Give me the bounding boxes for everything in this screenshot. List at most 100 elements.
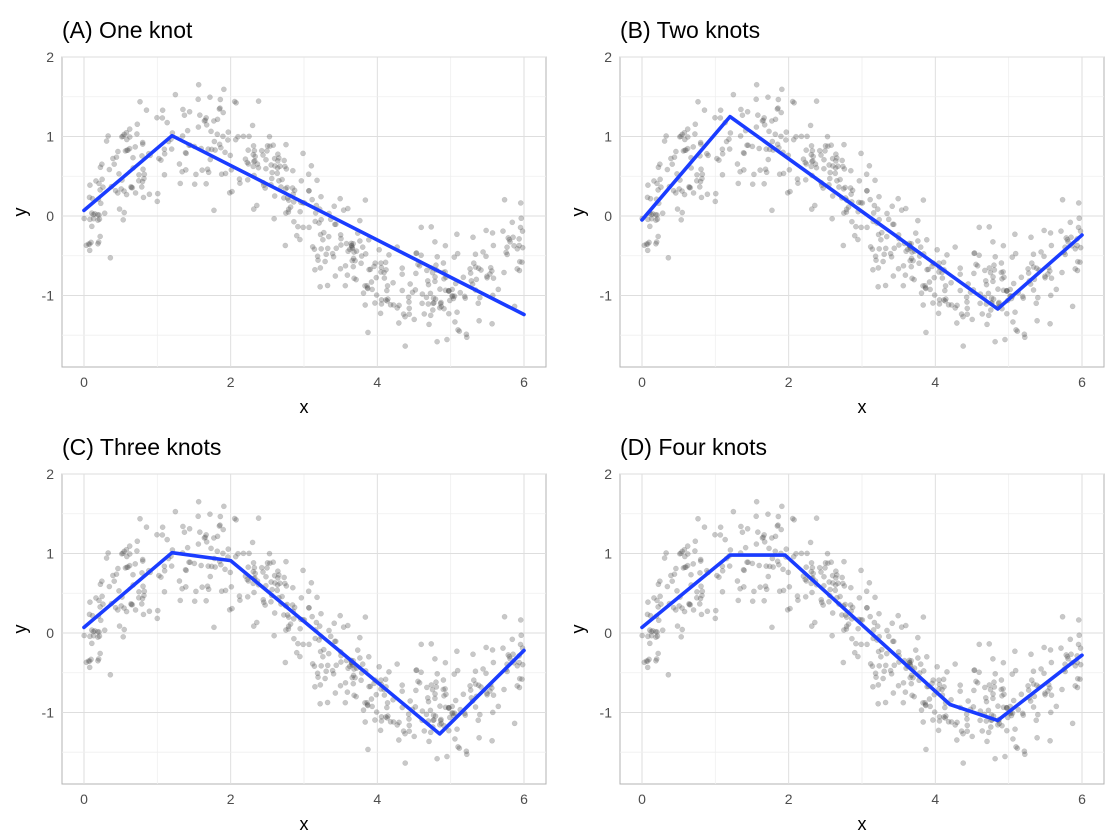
data-point	[1012, 648, 1018, 655]
data-point	[653, 239, 660, 245]
data-point	[298, 594, 305, 601]
data-point	[864, 604, 870, 611]
data-point	[454, 231, 460, 238]
data-point	[908, 255, 915, 262]
data-point	[240, 550, 247, 557]
data-point	[87, 182, 93, 188]
data-point	[250, 142, 257, 149]
data-point	[454, 667, 461, 674]
data-point	[696, 184, 703, 190]
data-point	[1053, 703, 1060, 710]
data-point	[917, 244, 924, 250]
data-point	[181, 112, 188, 119]
data-point	[154, 607, 161, 614]
data-point	[754, 112, 761, 118]
data-point	[519, 244, 526, 251]
x-tick-label: 6	[1078, 791, 1086, 807]
data-point	[889, 221, 896, 228]
data-point	[990, 238, 996, 245]
data-point	[353, 276, 359, 283]
data-point	[476, 317, 482, 324]
data-point	[217, 513, 224, 520]
data-point	[126, 562, 133, 569]
data-point	[516, 675, 523, 682]
data-point	[456, 745, 463, 752]
data-point	[329, 667, 336, 674]
data-point	[1072, 266, 1079, 272]
data-point	[671, 154, 678, 161]
data-point	[1007, 286, 1014, 293]
data-point	[1010, 697, 1017, 704]
data-point	[291, 187, 298, 194]
data-point	[107, 671, 114, 678]
data-point	[172, 91, 179, 98]
data-point	[890, 221, 897, 228]
data-point	[324, 662, 331, 669]
data-point	[945, 301, 952, 308]
data-point	[969, 733, 976, 740]
data-point	[653, 217, 659, 224]
data-point	[382, 714, 389, 720]
data-point	[436, 721, 443, 728]
data-point	[690, 190, 697, 196]
data-point	[275, 572, 282, 578]
data-point	[351, 666, 357, 672]
y-tick-label: -1	[600, 704, 613, 720]
data-point	[330, 253, 337, 260]
data-point	[1059, 686, 1065, 693]
data-point	[309, 243, 316, 250]
data-point	[366, 683, 372, 690]
data-point	[964, 728, 971, 735]
data-point	[717, 532, 724, 538]
data-point	[126, 145, 133, 152]
data-point	[161, 563, 168, 570]
data-point	[856, 177, 863, 184]
data-point	[944, 669, 950, 675]
data-point	[876, 245, 883, 252]
data-point	[378, 269, 384, 275]
data-point	[853, 223, 859, 230]
data-point	[686, 600, 692, 607]
data-point	[126, 551, 133, 557]
data-point	[833, 572, 840, 578]
data-point	[406, 716, 412, 722]
data-point	[177, 180, 184, 187]
data-point	[161, 171, 168, 178]
data-point	[753, 498, 760, 505]
data-point	[168, 563, 175, 569]
data-point	[427, 290, 434, 297]
data-point	[915, 238, 921, 244]
data-point	[898, 207, 905, 213]
data-point	[352, 257, 358, 264]
data-point	[416, 679, 423, 686]
data-point	[285, 623, 292, 630]
data-point	[774, 106, 781, 112]
data-point	[207, 573, 214, 580]
data-point	[1018, 274, 1025, 281]
data-point	[699, 171, 706, 178]
data-point	[985, 290, 992, 297]
data-point	[809, 158, 816, 164]
chart-title: (C) Three knots	[62, 434, 221, 460]
data-point	[652, 211, 659, 218]
data-point	[202, 534, 209, 541]
data-points	[81, 498, 526, 766]
data-point	[958, 728, 965, 734]
data-point	[821, 165, 827, 172]
data-point	[475, 717, 482, 724]
data-point	[136, 171, 142, 178]
data-point	[964, 299, 970, 305]
data-point	[832, 165, 839, 171]
data-point	[840, 580, 846, 587]
data-point	[158, 574, 164, 580]
data-point	[383, 704, 390, 711]
data-point	[842, 601, 848, 608]
data-point	[139, 139, 146, 146]
data-point	[490, 275, 497, 282]
data-point	[1033, 265, 1040, 272]
data-point	[681, 608, 688, 615]
data-point	[352, 674, 358, 681]
data-point	[835, 163, 841, 170]
data-point	[795, 180, 801, 187]
